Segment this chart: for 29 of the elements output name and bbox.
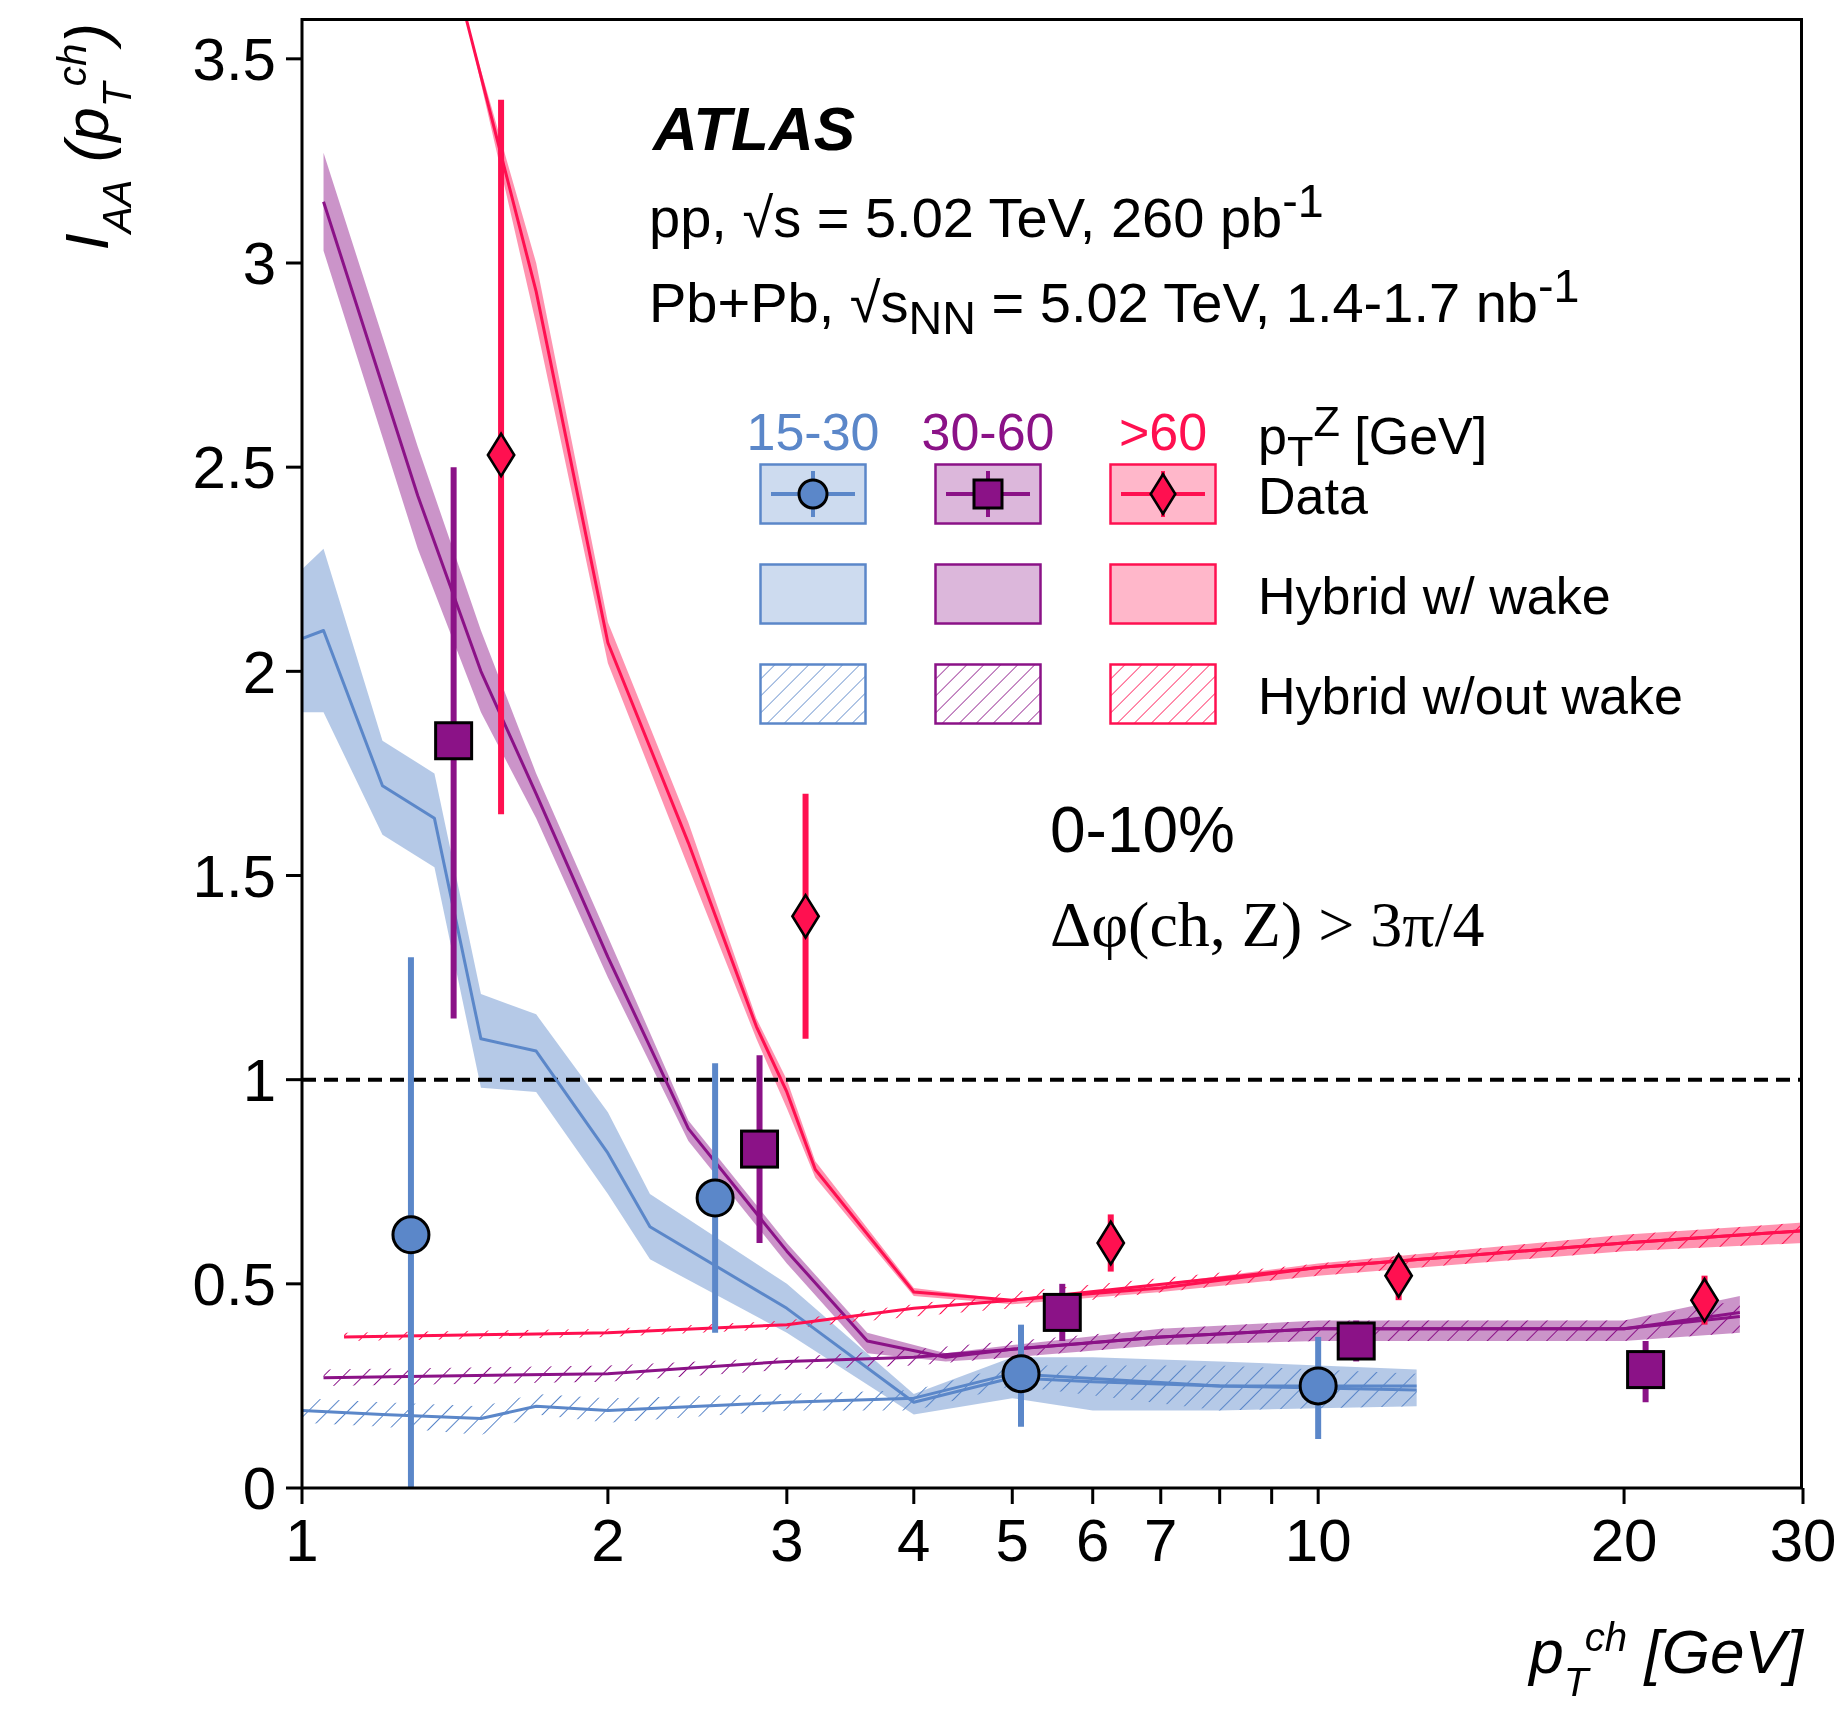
y-tick-label: 3 (242, 230, 276, 298)
text: >60 (1117, 403, 1209, 461)
x-tick-label: 30 (1769, 1506, 1837, 1574)
x-tick-label: 3 (770, 1506, 804, 1574)
x-tick-label: 2 (591, 1506, 625, 1574)
annotation: Hybrid w/ wake (1258, 566, 1611, 626)
annotation: Hybrid w/out wake (1258, 666, 1683, 726)
annotation: 0-10% (1050, 794, 1235, 866)
x-tick-label: 4 (897, 1506, 931, 1574)
y-tick-label: 3.5 (192, 26, 276, 94)
x-tick-label: 20 (1590, 1506, 1658, 1574)
y-tick-label: 0.5 (192, 1251, 276, 1319)
annotation: Pb+Pb, √s$_{NN}$ = 5.02 TeV, 1.4-1.7 nb$^{-1}$ (649, 260, 1580, 344)
x-tick-label: 7 (1144, 1506, 1178, 1574)
x-tick-label: 5 (995, 1506, 1029, 1574)
y-tick-label: 0 (242, 1455, 276, 1523)
text: 15-30 (745, 403, 881, 461)
y-tick-label: 1.5 (192, 842, 276, 910)
y-tick-label: 1 (242, 1046, 276, 1114)
text: 30-60 (920, 403, 1056, 461)
x-tick-label: 10 (1284, 1506, 1352, 1574)
y-tick-label: 2.5 (192, 434, 276, 502)
y-tick-label: 2 (242, 638, 276, 706)
annotation: ATLAS (653, 94, 856, 163)
x-tick-label: 1 (285, 1506, 319, 1574)
annotation: Δφ(ch, Z) > 3π/4 (1050, 889, 1485, 960)
annotation: pp, √s = 5.02 TeV, 260 pb$^{-1}$ (649, 175, 1324, 249)
x-tick-label: 6 (1076, 1506, 1110, 1574)
x-axis-title: p$_{T}$$^{ch}$ [GeV] (1527, 1614, 1805, 1705)
